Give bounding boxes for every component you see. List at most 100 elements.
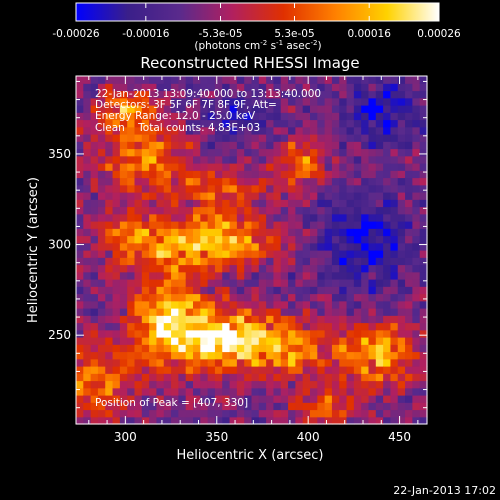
heatmap-cell (266, 148, 275, 157)
heatmap-cell (280, 76, 289, 84)
heatmap-cell (185, 184, 194, 193)
heatmap-cell (331, 112, 340, 121)
heatmap-cell (178, 387, 187, 396)
heatmap-cell (397, 380, 406, 389)
heatmap-cell (127, 344, 136, 353)
heatmap-cell (105, 293, 114, 302)
heatmap-cell (397, 134, 406, 142)
heatmap-cell (258, 213, 267, 222)
heatmap-cell (339, 112, 348, 121)
heatmap-cell (419, 300, 428, 309)
heatmap-cell (141, 126, 150, 135)
heatmap-cell (229, 119, 238, 128)
heatmap-cell (90, 192, 99, 200)
heatmap-cell (229, 213, 238, 222)
heatmap-cell (83, 257, 92, 266)
heatmap-cell (156, 90, 165, 99)
heatmap-cell (419, 395, 428, 403)
heatmap-cell (178, 293, 187, 302)
heatmap-cell (361, 141, 370, 150)
heatmap-cell (310, 119, 318, 128)
heatmap-cell (339, 380, 348, 389)
heatmap-cell (222, 337, 231, 345)
heatmap-cell (229, 199, 238, 208)
heatmap-cell (185, 286, 194, 295)
heatmap-cell (295, 199, 304, 208)
heatmap-cell (288, 337, 296, 345)
heatmap-cell (105, 257, 114, 266)
heatmap-cell (273, 83, 282, 92)
heatmap-cell (353, 402, 362, 411)
heatmap-cell (317, 380, 326, 389)
heatmap-cell (171, 257, 179, 266)
heatmap-cell (288, 293, 296, 302)
heatmap-cell (331, 264, 340, 273)
heatmap-cell (200, 199, 209, 208)
heatmap-cell (236, 90, 245, 99)
heatmap-cell (105, 300, 114, 309)
heatmap-cell (178, 126, 187, 135)
heatmap-cell (339, 257, 348, 266)
heatmap-cell (383, 235, 392, 244)
heatmap-cell (97, 358, 106, 367)
heatmap-cell (127, 322, 136, 331)
heatmap-cell (361, 337, 370, 345)
heatmap-cell (405, 105, 413, 113)
heatmap-cell (258, 126, 267, 135)
heatmap-cell (339, 90, 348, 99)
heatmap-cell (112, 387, 121, 396)
heatmap-cell (76, 293, 84, 302)
heatmap-cell (185, 293, 194, 302)
heatmap-cell (119, 76, 128, 84)
heatmap-cell (339, 366, 348, 374)
heatmap-cell (134, 351, 143, 360)
heatmap-cell (214, 293, 223, 302)
heatmap-cell (383, 242, 392, 251)
heatmap-cell (405, 192, 413, 200)
heatmap-cell (310, 134, 318, 142)
heatmap-cell (163, 344, 172, 353)
heatmap-cell (412, 76, 421, 84)
heatmap-cell (266, 300, 275, 309)
heatmap-cell (90, 177, 99, 186)
heatmap-cell (112, 279, 121, 287)
heatmap-cell (353, 141, 362, 150)
heatmap-cell (390, 141, 399, 150)
heatmap-cell (361, 90, 370, 99)
heatmap-cell (390, 112, 399, 121)
heatmap-cell (346, 148, 355, 157)
heatmap-cell (317, 402, 326, 411)
heatmap-cell (214, 112, 223, 121)
heatmap-cell (419, 134, 428, 142)
heatmap-cell (112, 250, 121, 258)
heatmap-cell (310, 373, 318, 382)
heatmap-cell (134, 242, 143, 251)
heatmap-cell (149, 286, 158, 295)
heatmap-cell (339, 344, 348, 353)
heatmap-cell (222, 119, 231, 128)
heatmap-cell (258, 90, 267, 99)
heatmap-cell (346, 155, 355, 164)
heatmap-cell (324, 402, 333, 411)
heatmap-cell (258, 322, 267, 331)
heatmap-cell (149, 199, 158, 208)
heatmap-cell (361, 105, 370, 113)
heatmap-cell (171, 242, 179, 251)
heatmap-cell (214, 177, 223, 186)
heatmap-cell (163, 163, 172, 171)
heatmap-cell (280, 308, 289, 316)
heatmap-cell (83, 235, 92, 244)
heatmap-cell (149, 206, 158, 215)
heatmap-cell (317, 395, 326, 403)
heatmap-cell (229, 83, 238, 92)
heatmap-cell (112, 228, 121, 237)
heatmap-cell (390, 300, 399, 309)
heatmap-cell (119, 228, 128, 237)
heatmap-cell (405, 141, 413, 150)
heatmap-cell (222, 257, 231, 266)
heatmap-cell (76, 286, 84, 295)
heatmap-cell (412, 206, 421, 215)
heatmap-cell (119, 293, 128, 302)
heatmap-cell (295, 97, 304, 106)
